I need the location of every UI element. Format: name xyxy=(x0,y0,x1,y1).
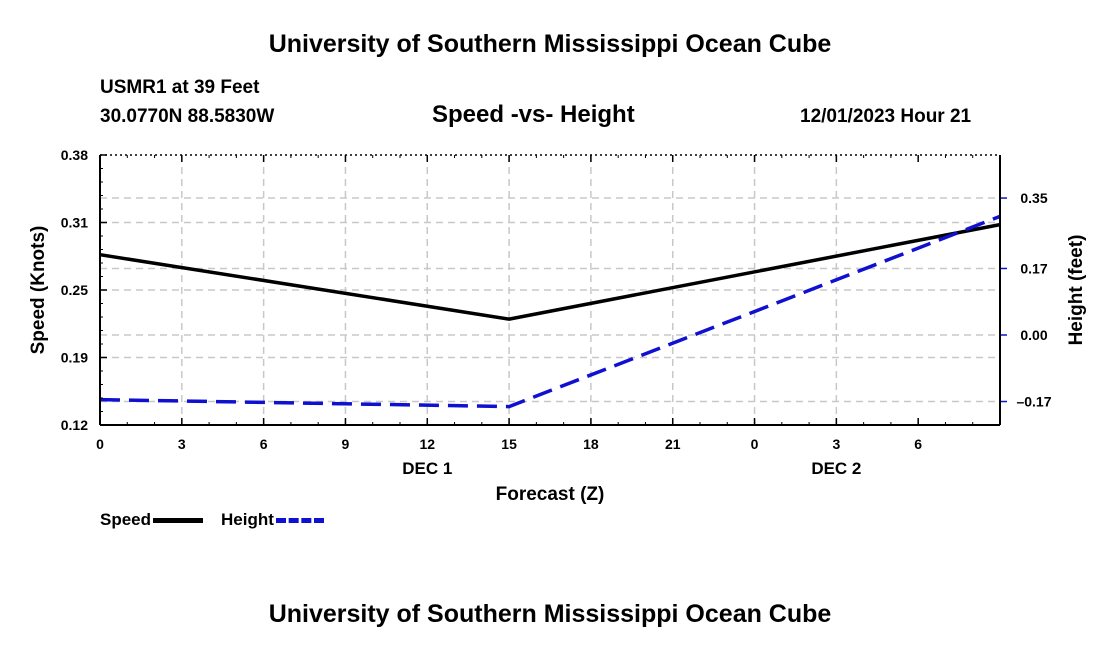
station-label: USMR1 at 39 Feet xyxy=(100,77,260,98)
y-axis-label: Speed (Knots) xyxy=(28,226,49,355)
coordinates-label: 30.0770N 88.5830W xyxy=(100,106,275,127)
legend-speed-swatch xyxy=(153,517,204,523)
axes: 0 3 6 9 12 15 18 21 0 3 6 DEC 1 DEC 2 0.38 0.31 0.25 0.1… xyxy=(61,147,1052,478)
bottom-title: University of Southern Mississippi Ocean… xyxy=(268,600,832,628)
legend-height-swatch xyxy=(275,517,324,523)
y2-tick-label: 0.00 xyxy=(1020,327,1047,343)
x-day-label: DEC 1 xyxy=(402,459,452,478)
x-tick-label: 21 xyxy=(665,436,681,452)
chart-subtitle: Speed -vs- Height xyxy=(432,101,635,128)
datetime-label: 12/01/2023 Hour 21 xyxy=(800,106,972,127)
y2-tick-label: –0.17 xyxy=(1016,394,1051,410)
x-tick-label: 3 xyxy=(178,436,186,452)
x-axis-label: Forecast (Z) xyxy=(496,484,605,505)
y-tick-label: 0.19 xyxy=(61,350,88,366)
series-line-speed xyxy=(99,222,1001,321)
y-tick-label: 0.12 xyxy=(61,417,88,433)
speed-height-chart: 0 3 6 9 12 15 18 21 0 3 6 DEC 1 DEC 2 0.38 0.31 0.25 0.1… xyxy=(28,147,1087,505)
legend-speed-label: Speed xyxy=(100,510,152,529)
x-tick-label: 18 xyxy=(583,436,599,452)
y2-tick-label: 0.35 xyxy=(1020,190,1047,206)
grid-lines xyxy=(100,155,1000,425)
x-day-label: DEC 2 xyxy=(811,459,861,478)
data-series xyxy=(99,214,1001,409)
x-tick-label: 12 xyxy=(419,436,435,452)
x-tick-label: 0 xyxy=(751,436,759,452)
top-title: University of Southern Mississippi Ocean… xyxy=(268,30,832,58)
legend-height-label: Height xyxy=(221,510,274,529)
y-tick-label: 0.31 xyxy=(61,215,88,231)
x-tick-label: 3 xyxy=(832,436,840,452)
y2-axis-label: Height (feet) xyxy=(1066,235,1087,346)
series-line-height xyxy=(99,214,1001,409)
x-tick-label: 6 xyxy=(260,436,268,452)
x-tick-label: 15 xyxy=(501,436,517,452)
x-tick-label: 9 xyxy=(342,436,350,452)
legend: Speed Height xyxy=(100,510,342,530)
y-tick-label: 0.25 xyxy=(61,282,88,298)
y-tick-label: 0.38 xyxy=(61,147,88,163)
x-tick-label: 0 xyxy=(96,436,104,452)
y2-tick-label: 0.17 xyxy=(1020,260,1047,276)
x-tick-label: 6 xyxy=(914,436,922,452)
